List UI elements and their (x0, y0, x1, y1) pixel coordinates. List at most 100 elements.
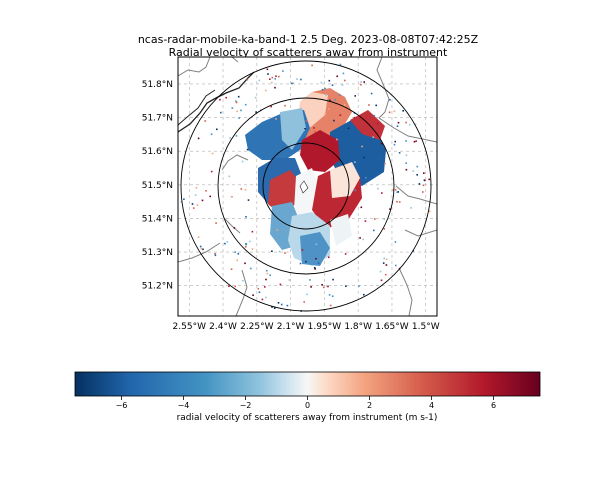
y-axis-ticks: 51.8°N 51.7°N 51.6°N 51.5°N 51.4°N 51.3°N 51.2… (142, 80, 173, 292)
noise-dot (327, 285, 329, 288)
noise-dot (280, 303, 283, 306)
boundary-line (221, 154, 249, 171)
noise-dot (278, 250, 281, 253)
noise-dot (380, 279, 383, 282)
noise-dot (336, 75, 338, 78)
velocity-region-neutral (294, 168, 318, 222)
noise-dot (225, 96, 227, 99)
x-tick-label: 1.8°W (344, 322, 372, 332)
range-ring-outer (180, 60, 432, 312)
noise-dot (405, 121, 407, 124)
velocity-region-south-neutral (330, 162, 360, 198)
noise-dot (305, 120, 308, 122)
noise-dot (354, 95, 356, 97)
noise-dot (416, 174, 418, 176)
noise-dot (365, 176, 367, 179)
noise-dot (328, 256, 330, 259)
y-tick-label: 51.5°N (142, 181, 173, 191)
noise-dot (328, 108, 330, 110)
noise-dot (392, 189, 394, 191)
noise-dot (224, 242, 226, 245)
noise-dot (360, 83, 362, 86)
boundary-line (178, 57, 211, 77)
x-axis-ticks: 2.55°W 2.4°W 2.25°W 2.1°W 1.95°W 1.8°W 1.65°W 1… (173, 322, 440, 332)
colorbar: −6 −4 −2 0 2 4 6 radial velocity of scatterers… (74, 371, 541, 423)
noise-dot (311, 64, 313, 67)
noise-dot (235, 100, 237, 103)
noise-dot (344, 103, 346, 106)
boundary-line (223, 217, 241, 234)
y-tick-label: 51.4°N (142, 214, 173, 224)
noise-dot (265, 269, 268, 272)
noise-dot (362, 238, 364, 241)
chart-subtitle: Radial velocity of scatterers away from … (169, 46, 448, 59)
noise-dot (341, 84, 344, 86)
noise-dot (344, 253, 347, 255)
colorbar-ticks: −6 −4 −2 0 2 4 6 (116, 396, 496, 410)
noise-dot (214, 253, 216, 255)
x-tick-label: 2.25°W (240, 322, 274, 332)
noise-dot (301, 249, 304, 251)
noise-dot (428, 178, 430, 181)
noise-dot (204, 120, 206, 122)
boundary-line (395, 185, 437, 205)
boundary-line (178, 242, 221, 263)
noise-dot (394, 189, 397, 191)
noise-dot (314, 268, 316, 270)
noise-dot (282, 70, 284, 72)
y-tick-label: 51.8°N (142, 80, 173, 90)
noise-dot (314, 131, 316, 133)
noise-dot (266, 272, 269, 275)
noise-dot (202, 248, 204, 251)
noise-dot (271, 81, 273, 84)
boundary-line (398, 267, 413, 316)
noise-dot (278, 75, 280, 78)
colorbar-tick-label: 0 (305, 401, 310, 410)
noise-dot (245, 243, 248, 246)
noise-dot (235, 135, 238, 137)
noise-dot (322, 286, 325, 289)
x-tick-label: 1.65°W (375, 322, 409, 332)
plot-border (177, 56, 438, 317)
noise-dot (269, 274, 271, 276)
noise-dot (271, 306, 273, 308)
noise-dot (325, 285, 328, 287)
noise-dot (347, 127, 350, 130)
noise-dot (383, 228, 386, 230)
x-tick-label: 2.1°W (277, 322, 305, 332)
noise-dot (405, 162, 407, 164)
noise-dot (192, 207, 195, 209)
noise-speckle (180, 63, 431, 312)
noise-dot (200, 247, 203, 250)
colorbar-tick-label: −6 (116, 401, 128, 410)
noise-dot (210, 170, 213, 173)
noise-dot (334, 99, 336, 101)
noise-dot (354, 189, 357, 192)
x-tick-label: 2.4°W (209, 322, 237, 332)
noise-dot (333, 119, 335, 122)
noise-dot (265, 278, 267, 281)
noise-dot (231, 107, 234, 109)
velocity-region-center-red (300, 130, 340, 172)
noise-dot (236, 259, 239, 262)
coast-line (178, 89, 216, 126)
noise-dot (336, 138, 338, 141)
noise-dot (329, 99, 331, 102)
noise-dot (363, 293, 365, 296)
noise-dot (242, 279, 244, 282)
noise-dot (279, 283, 282, 286)
x-tick-label: 2.55°W (173, 322, 207, 332)
colorbar-label: radial velocity of scatterers away from … (177, 413, 438, 423)
y-tick-label: 51.3°N (142, 248, 173, 258)
x-tick-label: 1.5°W (412, 322, 440, 332)
noise-dot (191, 203, 194, 205)
noise-dot (265, 296, 267, 299)
noise-dot (238, 117, 240, 119)
map-axes: 51.8°N 51.7°N 51.6°N 51.5°N 51.4°N 51.3°N 51.2… (142, 56, 440, 332)
noise-dot (277, 302, 280, 304)
noise-dot (384, 273, 387, 276)
noise-dot (416, 165, 419, 168)
noise-dot (424, 179, 426, 182)
noise-dot (244, 189, 247, 191)
